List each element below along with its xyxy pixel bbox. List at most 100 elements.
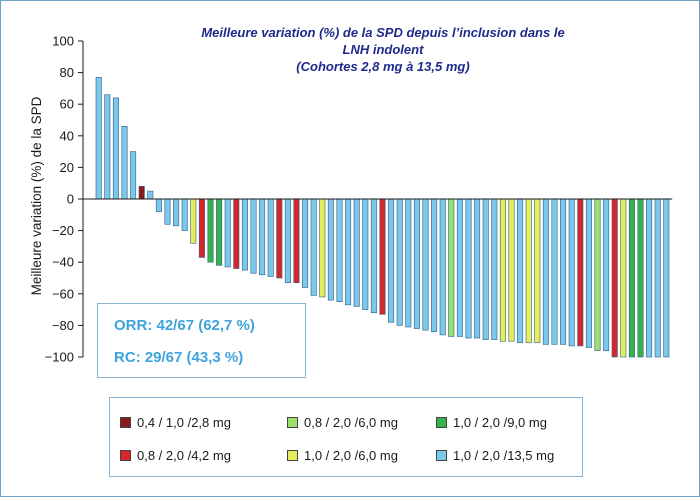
legend-item: 0,4 / 1,0 /2,8 mg — [120, 415, 231, 430]
legend-item: 0,8 / 2,0 /6,0 mg — [287, 415, 398, 430]
rc-annotation: RC: 29/67 (43,3 %) — [114, 349, 244, 366]
bar — [241, 198, 248, 271]
bar — [585, 198, 592, 348]
bar — [233, 198, 240, 269]
bar — [663, 198, 670, 358]
bar — [568, 198, 575, 347]
bar — [603, 198, 610, 351]
bar — [95, 77, 102, 200]
legend-swatch — [120, 417, 131, 428]
bar — [259, 198, 266, 276]
bar — [155, 198, 162, 212]
bar — [620, 198, 627, 358]
legend-label: 0,8 / 2,0 /6,0 mg — [304, 415, 398, 430]
bar — [130, 151, 137, 200]
y-tick-label: −40 — [52, 255, 74, 270]
y-tick-label: 100 — [52, 34, 74, 49]
legend-label: 0,8 / 2,0 /4,2 mg — [137, 448, 231, 463]
bar — [327, 198, 334, 301]
y-axis-ticks: 100 80 60 40 20 0 −20 −40 −60 −80 −100 — [45, 34, 83, 365]
y-tick-label: 20 — [60, 160, 74, 175]
bar — [499, 198, 506, 342]
bar — [465, 198, 472, 339]
bar — [319, 198, 326, 298]
legend-label: 0,4 / 1,0 /2,8 mg — [137, 415, 231, 430]
legend-label: 1,0 / 2,0 /13,5 mg — [453, 448, 555, 463]
bar — [560, 198, 567, 345]
legend-label: 1,0 / 2,0 /9,0 mg — [453, 415, 547, 430]
bar — [646, 198, 653, 358]
orr-annotation: ORR: 42/67 (62,7 %) — [114, 317, 255, 334]
bar — [181, 198, 188, 231]
bar — [517, 198, 524, 344]
bar — [310, 198, 317, 296]
response-rate-box: ORR: 42/67 (62,7 %) RC: 29/67 (43,3 %) — [97, 303, 306, 378]
bar — [542, 198, 549, 345]
bar — [336, 198, 343, 302]
bar — [611, 198, 618, 358]
bar — [577, 198, 584, 347]
bar — [456, 198, 463, 337]
bar — [654, 198, 661, 358]
chart-title-line: Meilleure variation (%) de la SPD depuis… — [201, 25, 564, 40]
chart-title: Meilleure variation (%) de la SPD depuis… — [201, 25, 564, 74]
y-tick-label: 80 — [60, 65, 74, 80]
y-tick-label: 60 — [60, 97, 74, 112]
legend-item: 1,0 / 2,0 /9,0 mg — [436, 415, 547, 430]
bar — [637, 198, 644, 358]
y-tick-label: −60 — [52, 286, 74, 301]
bar — [482, 198, 489, 340]
bar — [121, 126, 128, 200]
bar — [628, 198, 635, 358]
bar — [198, 198, 205, 258]
bar — [345, 198, 352, 306]
legend-item: 1,0 / 2,0 /6,0 mg — [287, 448, 398, 463]
legend-swatch — [287, 450, 298, 461]
bar — [293, 198, 300, 284]
bar — [362, 198, 369, 310]
bar — [112, 97, 119, 200]
legend-swatch — [287, 417, 298, 428]
bar — [422, 198, 429, 331]
y-tick-label: 0 — [67, 192, 74, 207]
chart-title-line: LNH indolent — [343, 42, 425, 57]
bar — [431, 198, 438, 333]
legend-swatch — [436, 450, 447, 461]
bar — [216, 198, 223, 266]
bar — [276, 198, 283, 279]
bar — [190, 198, 197, 244]
bar — [508, 198, 515, 342]
bar — [284, 198, 291, 284]
bar — [379, 198, 386, 315]
bar — [250, 198, 257, 274]
chart-title-line: (Cohortes 2,8 mg à 13,5 mg) — [296, 59, 469, 74]
bar — [267, 198, 274, 277]
bar — [413, 198, 420, 329]
bar — [164, 198, 171, 225]
bar — [594, 198, 601, 351]
legend-swatch — [120, 450, 131, 461]
bar — [388, 198, 395, 323]
bar — [525, 198, 532, 344]
bar — [474, 198, 481, 339]
y-axis-label: Meilleure variation (%) de la SPD — [29, 96, 44, 295]
legend-label: 1,0 / 2,0 /6,0 mg — [304, 448, 398, 463]
y-tick-label: −100 — [45, 350, 74, 365]
legend-item: 0,8 / 2,0 /4,2 mg — [120, 448, 231, 463]
bar — [405, 198, 412, 328]
bar — [353, 198, 360, 307]
bar — [147, 190, 154, 200]
bar — [138, 186, 145, 200]
bar — [104, 94, 111, 200]
bar — [173, 198, 180, 227]
y-tick-label: −20 — [52, 223, 74, 238]
y-tick-label: 40 — [60, 128, 74, 143]
legend-item: 1,0 / 2,0 /13,5 mg — [436, 448, 554, 463]
y-tick-label: −80 — [52, 318, 74, 333]
bar — [370, 198, 377, 314]
bar — [551, 198, 558, 345]
legend: 0,4 / 1,0 /2,8 mg 0,8 / 2,0 /4,2 mg 0,8 … — [109, 397, 583, 477]
bar — [448, 198, 455, 337]
bar — [302, 198, 309, 288]
